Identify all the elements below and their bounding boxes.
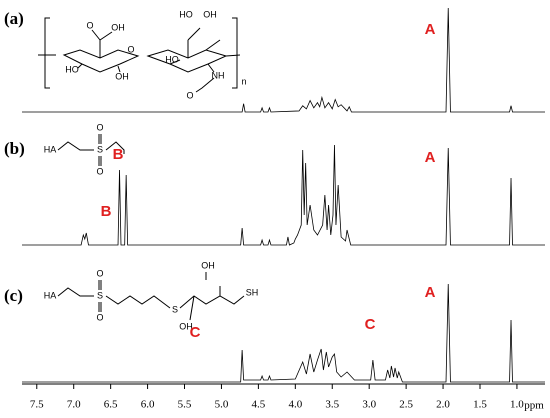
structure-text: O: [186, 90, 193, 100]
structure-text: O: [86, 20, 93, 30]
annotation: C: [365, 316, 376, 333]
panel-label: (c): [4, 286, 23, 305]
panel-label: (a): [4, 9, 24, 28]
annotation: A: [425, 21, 436, 38]
structure-text: n: [241, 76, 246, 86]
structure-text: HA: [44, 290, 57, 300]
panel-label: (b): [4, 139, 25, 158]
annotation: C: [190, 324, 201, 341]
x-tick-label: 7.0: [67, 399, 81, 411]
x-tick-label: 1.5: [473, 399, 487, 411]
structure-text: OH: [203, 9, 217, 19]
structure-text: S: [97, 144, 103, 154]
structure-text: O: [127, 44, 134, 54]
structure-text: HO: [165, 54, 179, 64]
annotation: A: [425, 284, 436, 301]
x-tick-label: 1.0: [510, 399, 524, 411]
x-tick-label: 5.5: [178, 399, 192, 411]
structure-text: O: [96, 122, 103, 132]
structure-text: HO: [65, 64, 79, 74]
structure-text: O: [96, 268, 103, 278]
x-axis-label: ppm: [524, 400, 544, 412]
annotation: B: [101, 203, 112, 220]
structure-text: SH: [246, 287, 259, 297]
x-tick-label: 3.0: [362, 399, 376, 411]
structure-text: O: [96, 312, 103, 322]
annotation: B: [113, 146, 124, 163]
structure-c: HA S O O S OH OH SH: [44, 260, 259, 331]
x-tick-label: 2.5: [399, 399, 413, 411]
spectrum: [22, 283, 545, 383]
structure-a: O OH O HO OH O HO OH HO NH O n: [38, 9, 247, 100]
x-tick-label: 6.5: [104, 399, 118, 411]
x-tick-label: 3.5: [325, 399, 339, 411]
x-tick-label: 2.0: [436, 399, 450, 411]
structure-text: S: [97, 290, 103, 300]
structure-text: NH: [212, 70, 225, 80]
x-tick-label: 5.0: [215, 399, 229, 411]
spectrum: [22, 7, 545, 113]
annotation: A: [425, 149, 436, 166]
structure-text: HO: [179, 9, 193, 19]
structure-text: S: [172, 304, 178, 314]
structure-text: OH: [201, 260, 215, 270]
structure-text: OH: [111, 22, 125, 32]
structure-text: O: [96, 166, 103, 176]
structure-text: OH: [179, 321, 193, 331]
x-tick-label: 6.0: [141, 399, 155, 411]
x-tick-label: 7.5: [30, 399, 44, 411]
structure-text: HA: [44, 144, 57, 154]
spectrum: [22, 144, 545, 246]
x-tick-label: 4.0: [288, 399, 302, 411]
x-tick-label: 4.5: [252, 399, 266, 411]
structure-b: HA S O O: [44, 122, 125, 176]
structure-text: OH: [115, 71, 129, 81]
